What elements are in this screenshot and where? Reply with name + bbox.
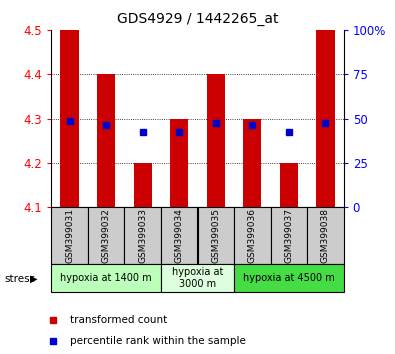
Text: GSM399033: GSM399033 (138, 208, 147, 263)
Text: GSM399037: GSM399037 (284, 208, 293, 263)
Bar (134, 163, 152, 207)
Bar (170, 119, 188, 207)
Title: GDS4929 / 1442265_at: GDS4929 / 1442265_at (117, 12, 278, 26)
Text: hypoxia at 1400 m: hypoxia at 1400 m (60, 273, 152, 283)
Bar (60, 30, 79, 207)
Bar (234, 264, 344, 292)
Bar (161, 207, 198, 264)
Text: GSM399034: GSM399034 (175, 208, 184, 263)
Bar (198, 207, 234, 264)
Text: transformed count: transformed count (70, 315, 167, 325)
Text: GSM399036: GSM399036 (248, 208, 257, 263)
Text: ▶: ▶ (30, 274, 37, 284)
Bar (316, 30, 335, 207)
Bar (88, 207, 124, 264)
Text: GSM399032: GSM399032 (102, 208, 111, 263)
Bar (234, 207, 271, 264)
Bar (280, 163, 298, 207)
Bar (51, 207, 88, 264)
Bar (307, 207, 344, 264)
Bar (243, 119, 261, 207)
Text: percentile rank within the sample: percentile rank within the sample (70, 336, 246, 346)
Text: GSM399031: GSM399031 (65, 208, 74, 263)
Bar (124, 207, 161, 264)
Bar (51, 264, 161, 292)
Text: GSM399035: GSM399035 (211, 208, 220, 263)
Bar (207, 74, 225, 207)
Bar (161, 264, 234, 292)
Text: stress: stress (4, 274, 35, 284)
Text: GSM399038: GSM399038 (321, 208, 330, 263)
Text: hypoxia at 4500 m: hypoxia at 4500 m (243, 273, 335, 283)
Bar (271, 207, 307, 264)
Bar (97, 74, 115, 207)
Text: hypoxia at
3000 m: hypoxia at 3000 m (172, 267, 223, 289)
